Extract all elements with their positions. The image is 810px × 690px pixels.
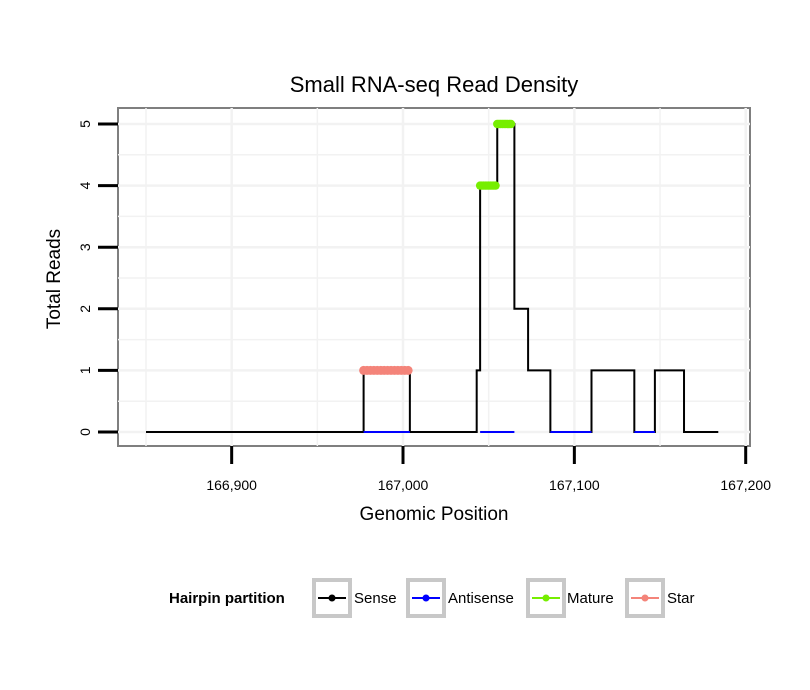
x-tick-label: 166,900 (206, 477, 257, 493)
y-axis-title: Total Reads (44, 229, 65, 329)
legend: Hairpin partition Sense Antisense Mature St… (169, 578, 695, 618)
y-tick-label: 4 (77, 181, 93, 189)
plot-panel (117, 107, 751, 447)
legend-label-antisense: Antisense (448, 590, 514, 607)
legend-title: Hairpin partition (169, 590, 285, 607)
legend-label-star: Star (667, 590, 695, 607)
chart-title: Small RNA-seq Read Density (290, 72, 579, 97)
legend-key-point (641, 594, 649, 602)
legend-key-point (422, 594, 430, 602)
x-tick-label: 167,200 (720, 477, 771, 493)
y-tick-label: 5 (77, 120, 93, 128)
y-axis: 0 1 2 3 4 5 (77, 120, 118, 436)
x-tick-label: 167,000 (378, 477, 429, 493)
y-tick-label: 2 (77, 305, 93, 313)
x-axis-title: Genomic Position (360, 504, 509, 525)
legend-key-point (542, 594, 550, 602)
legend-label-mature: Mature (567, 590, 614, 607)
plot-area: 166,900 167,000 167,100 167,200 0 1 2 3 4 5 (77, 107, 771, 493)
y-tick-label: 0 (77, 428, 93, 436)
star-point (403, 365, 413, 375)
x-axis: 166,900 167,000 167,100 167,200 (206, 446, 771, 493)
mature-point (491, 181, 500, 190)
legend-key-point (328, 594, 336, 602)
series-layer (146, 119, 719, 433)
legend-label-sense: Sense (354, 590, 397, 607)
y-tick-label: 3 (77, 243, 93, 251)
y-tick-label: 1 (77, 366, 93, 374)
mature-point (506, 119, 516, 129)
x-tick-label: 167,100 (549, 477, 600, 493)
